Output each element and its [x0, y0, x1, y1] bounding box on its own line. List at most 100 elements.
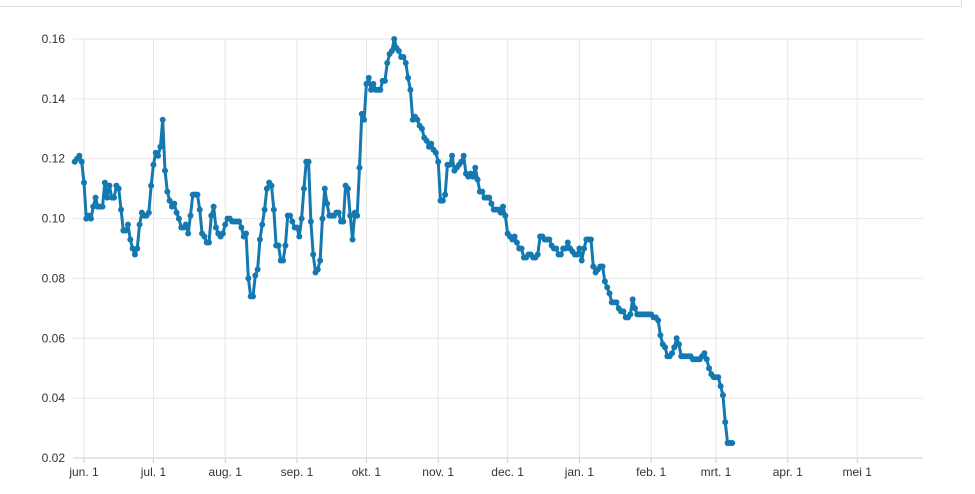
data-point[interactable] [613, 299, 620, 306]
data-point[interactable] [701, 350, 708, 357]
data-point[interactable] [673, 335, 680, 342]
data-point[interactable] [479, 188, 486, 195]
data-point[interactable] [347, 212, 354, 219]
data-point[interactable] [307, 218, 314, 225]
data-point[interactable] [669, 350, 676, 357]
data-point[interactable] [238, 224, 245, 231]
data-point[interactable] [500, 203, 507, 210]
data-point[interactable] [627, 311, 634, 318]
data-point[interactable] [439, 197, 446, 204]
data-point[interactable] [196, 206, 203, 213]
data-point[interactable] [314, 266, 321, 273]
data-point[interactable] [449, 152, 456, 159]
data-point[interactable] [405, 74, 412, 81]
data-point[interactable] [655, 317, 662, 324]
data-point[interactable] [321, 185, 328, 192]
data-point[interactable] [402, 59, 409, 66]
data-point[interactable] [296, 233, 303, 240]
data-point[interactable] [381, 77, 388, 84]
data-point[interactable] [201, 233, 208, 240]
data-point[interactable] [263, 185, 270, 192]
data-point[interactable] [164, 188, 171, 195]
data-point[interactable] [458, 158, 465, 165]
data-point[interactable] [106, 182, 113, 189]
data-point[interactable] [497, 209, 504, 216]
data-point[interactable] [601, 278, 608, 285]
data-point[interactable] [365, 74, 372, 81]
data-point[interactable] [185, 230, 192, 237]
data-point[interactable] [423, 137, 430, 144]
data-point[interactable] [414, 116, 421, 123]
data-point[interactable] [145, 209, 152, 216]
data-point[interactable] [715, 374, 722, 381]
data-point[interactable] [182, 221, 189, 228]
data-point[interactable] [502, 212, 509, 219]
data-point[interactable] [104, 194, 111, 201]
data-point[interactable] [131, 251, 138, 258]
data-point[interactable] [534, 251, 541, 258]
data-point[interactable] [474, 176, 481, 183]
data-point[interactable] [391, 36, 398, 42]
data-point[interactable] [587, 236, 594, 243]
data-point[interactable] [722, 419, 729, 426]
data-point[interactable] [599, 263, 606, 270]
data-point[interactable] [166, 197, 173, 204]
data-point[interactable] [254, 266, 261, 273]
data-point[interactable] [703, 356, 710, 363]
data-point[interactable] [472, 164, 479, 171]
data-point[interactable] [384, 59, 391, 66]
data-point[interactable] [460, 152, 467, 159]
data-point[interactable] [546, 236, 553, 243]
data-point[interactable] [270, 206, 277, 213]
data-point[interactable] [187, 212, 194, 219]
data-point[interactable] [606, 290, 613, 297]
data-point[interactable] [442, 191, 449, 198]
data-point[interactable] [252, 272, 259, 279]
data-point[interactable] [159, 116, 166, 123]
data-point[interactable] [435, 158, 442, 165]
data-point[interactable] [407, 86, 414, 93]
data-point[interactable] [124, 221, 131, 228]
data-point[interactable] [293, 224, 300, 231]
data-point[interactable] [620, 308, 627, 315]
data-point[interactable] [280, 257, 287, 264]
data-point[interactable] [305, 158, 312, 165]
data-point[interactable] [194, 191, 201, 198]
data-point[interactable] [118, 206, 125, 213]
data-point[interactable] [310, 251, 317, 258]
data-point[interactable] [358, 110, 365, 117]
data-point[interactable] [289, 218, 296, 225]
data-point[interactable] [428, 140, 435, 147]
data-point[interactable] [557, 251, 564, 258]
data-point[interactable] [486, 194, 493, 201]
data-point[interactable] [317, 257, 324, 264]
data-point[interactable] [564, 239, 571, 246]
data-point[interactable] [243, 230, 250, 237]
data-point[interactable] [604, 284, 611, 291]
data-point[interactable] [162, 167, 169, 174]
data-point[interactable] [298, 215, 305, 222]
data-point[interactable] [250, 293, 256, 300]
data-point[interactable] [287, 212, 294, 219]
data-point[interactable] [335, 209, 342, 216]
data-point[interactable] [210, 203, 217, 210]
data-point[interactable] [368, 86, 375, 93]
data-point[interactable] [122, 227, 129, 234]
data-point[interactable] [319, 215, 326, 222]
data-point[interactable] [236, 218, 243, 225]
data-point[interactable] [148, 182, 155, 189]
data-point[interactable] [268, 182, 275, 189]
data-point[interactable] [175, 215, 182, 222]
data-point[interactable] [282, 242, 289, 249]
data-point[interactable] [513, 239, 520, 246]
data-point[interactable] [222, 221, 229, 228]
data-point[interactable] [173, 209, 180, 216]
data-point[interactable] [717, 383, 724, 390]
data-point[interactable] [581, 245, 588, 252]
data-point[interactable] [729, 440, 736, 447]
data-point[interactable] [488, 200, 495, 207]
data-point[interactable] [395, 47, 402, 54]
data-point[interactable] [418, 125, 425, 132]
data-point[interactable] [344, 185, 351, 192]
data-point[interactable] [157, 143, 164, 150]
